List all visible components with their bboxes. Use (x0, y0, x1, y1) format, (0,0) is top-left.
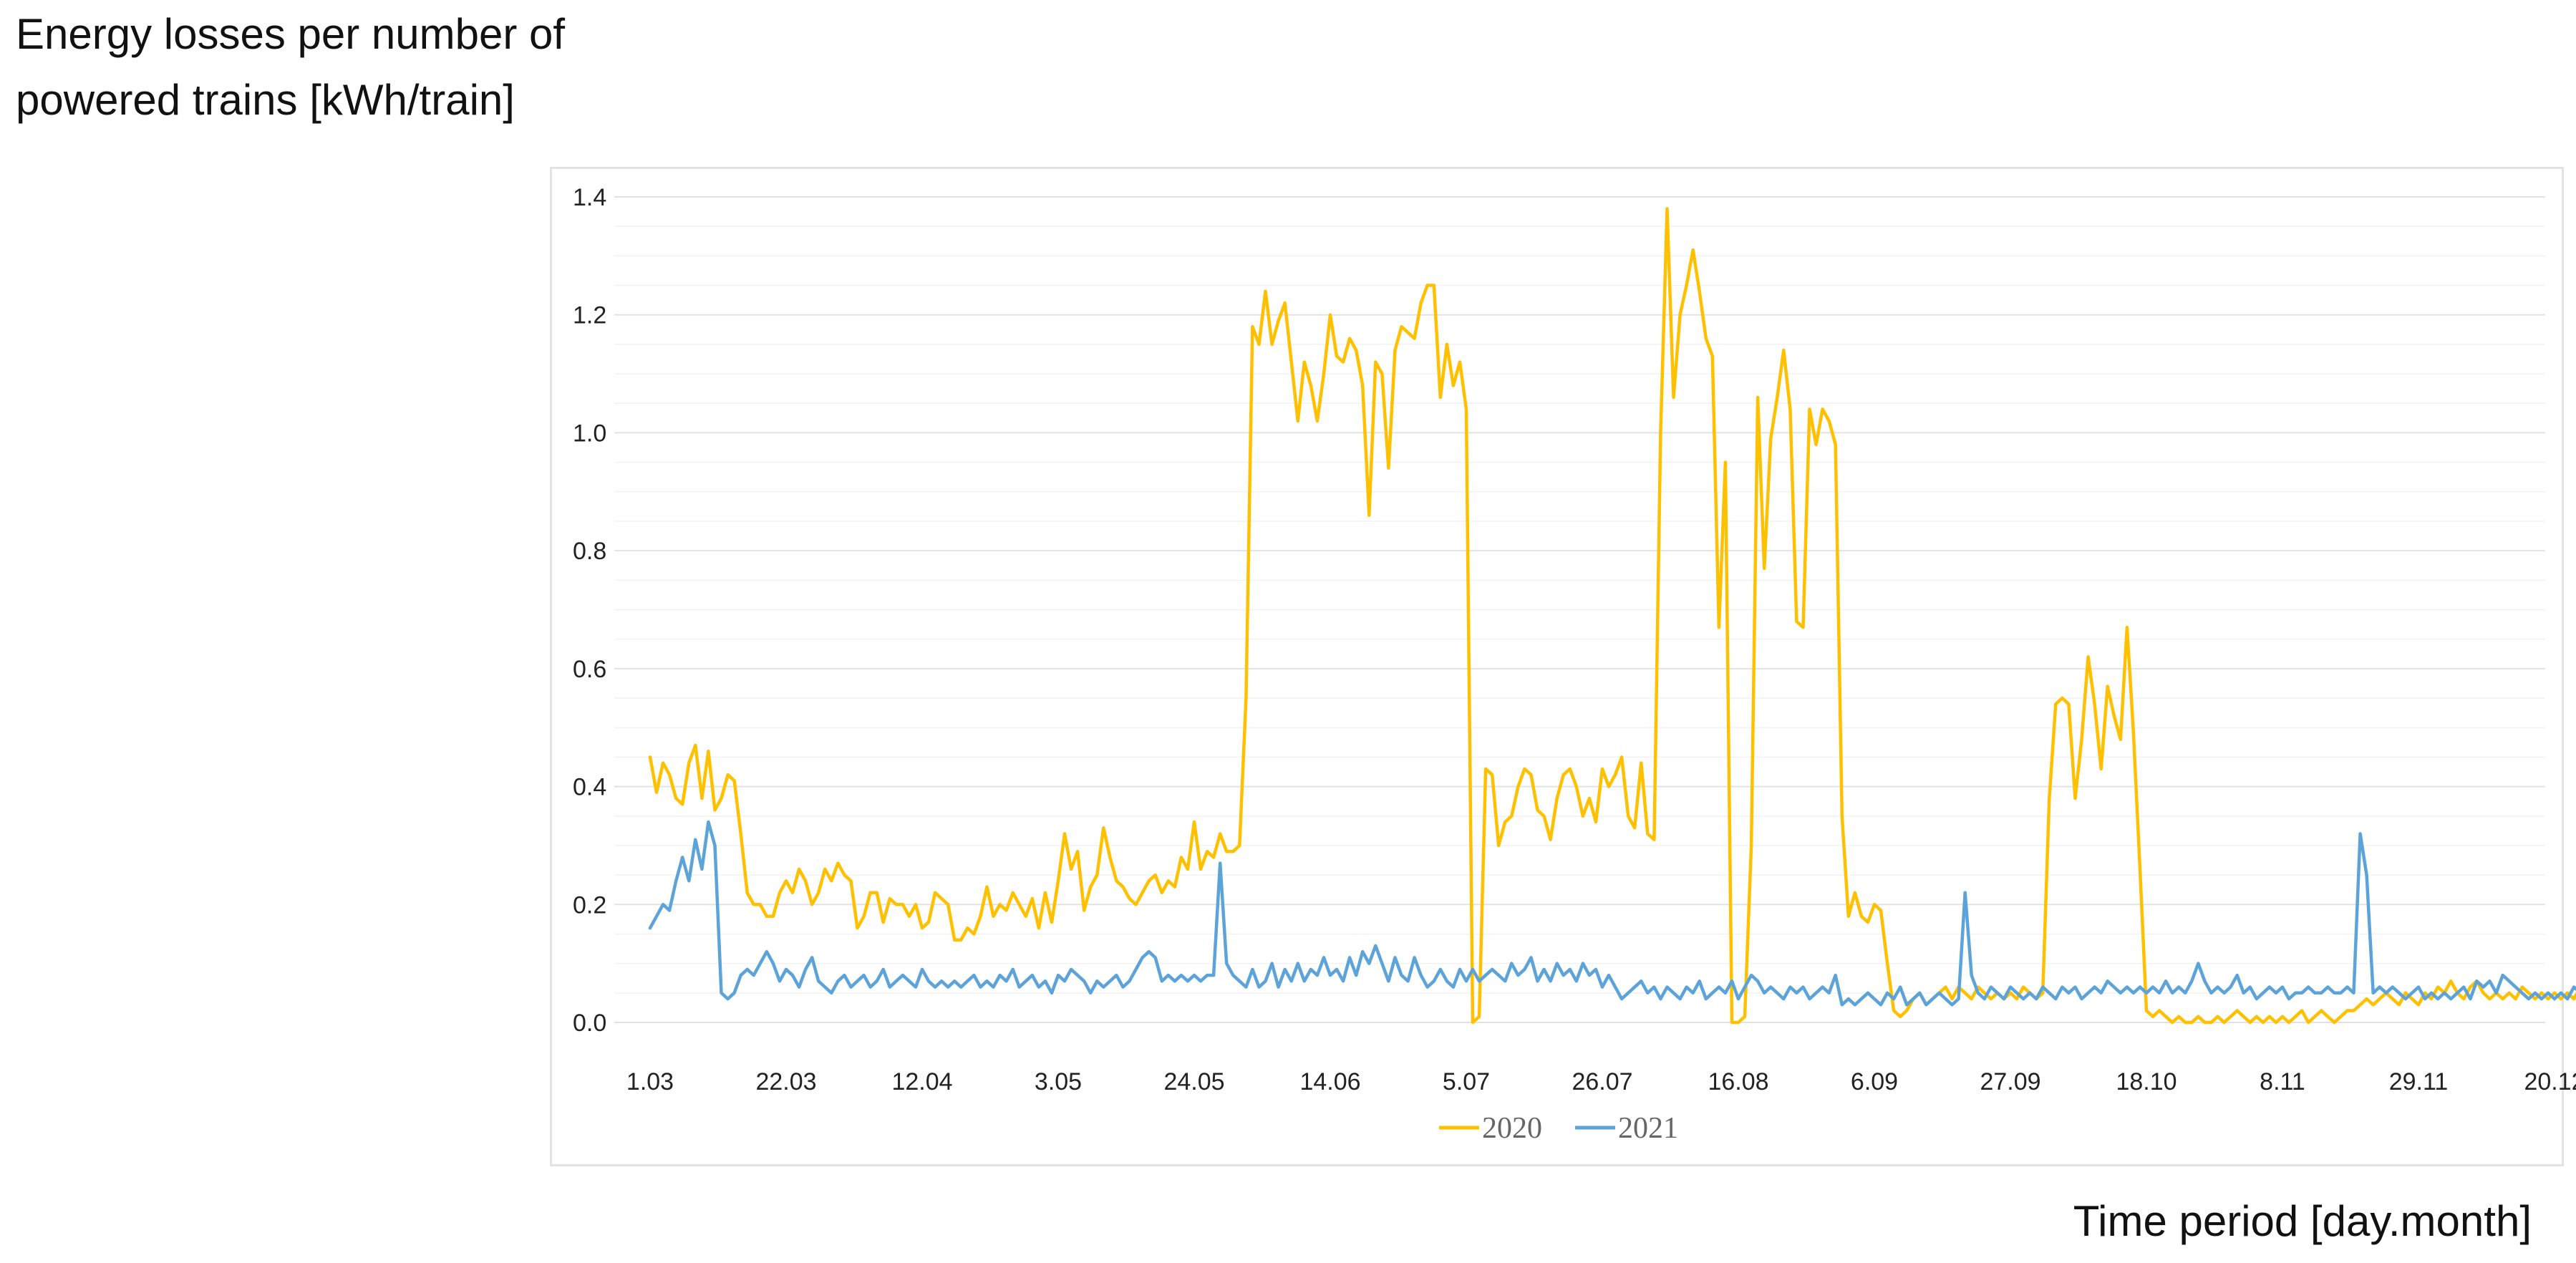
x-tick-label: 16.08 (1708, 1068, 1768, 1095)
series-line-2020 (648, 207, 2576, 1025)
y-tick-labels: 0.0 0.2 0.4 0.6 0.8 1.0 1.2 1.4 (573, 184, 606, 1037)
chart-area (550, 167, 2564, 1166)
gridlines (614, 196, 2545, 1023)
y-axis-title: Energy losses per number of powered trai… (16, 10, 566, 124)
x-tick-label: 26.07 (1572, 1068, 1632, 1095)
x-axis-title: Time period [day.month] (2073, 1197, 2532, 1245)
y-tick-label: 0.2 (573, 891, 606, 919)
x-tick-label: 27.09 (1980, 1068, 2040, 1095)
x-tick-label: 1.03 (626, 1068, 674, 1095)
x-tick-label: 12.04 (891, 1068, 952, 1095)
series-lines (648, 207, 2576, 1025)
y-tick-label: 0.8 (573, 538, 606, 565)
x-tick-label: 3.05 (1035, 1068, 1082, 1095)
x-tick-label: 6.09 (1851, 1068, 1898, 1095)
y-tick-label: 1.4 (573, 184, 606, 211)
legend-label-2020: 2020 (1482, 1112, 1542, 1145)
x-tick-label: 18.10 (2116, 1068, 2176, 1095)
x-tick-label: 29.11 (2389, 1068, 2449, 1095)
y-tick-label: 0.6 (573, 656, 606, 683)
x-tick-label: 20.12 (2524, 1068, 2576, 1095)
y-tick-label: 0.0 (573, 1010, 606, 1037)
legend-label-2021: 2021 (1618, 1112, 1678, 1145)
y-tick-label: 1.2 (573, 302, 606, 329)
y-tick-label: 1.0 (573, 420, 606, 447)
x-tick-label: 14.06 (1299, 1068, 1360, 1095)
series-line-2021 (648, 820, 2576, 1007)
x-tick-labels: 1.03 22.03 12.04 3.05 24.05 14.06 5.07 26.07 16.… (626, 1068, 2576, 1095)
y-tick-label: 0.4 (573, 774, 606, 801)
x-tick-label: 22.03 (755, 1068, 816, 1095)
legend: 2020 2021 (1439, 1112, 1678, 1145)
x-tick-label: 8.11 (2260, 1068, 2305, 1095)
x-tick-label: 24.05 (1163, 1068, 1224, 1095)
x-tick-label: 5.07 (1443, 1068, 1490, 1095)
